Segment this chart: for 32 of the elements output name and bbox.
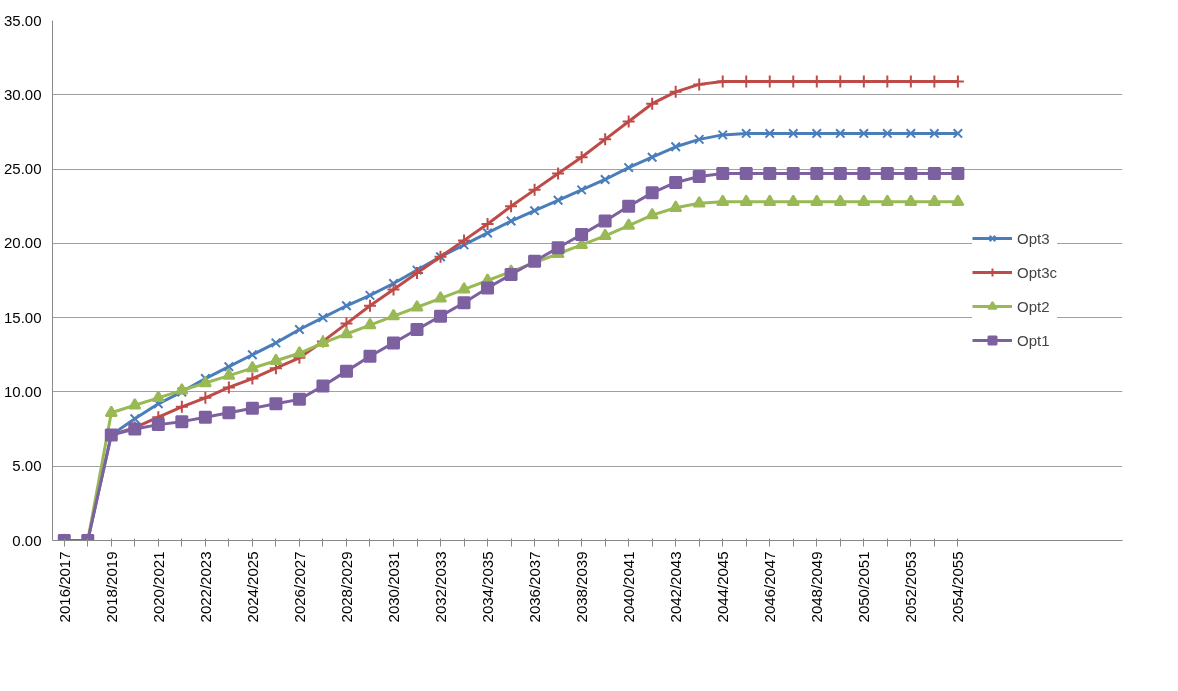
x-tick-label: 2042/2043: [667, 551, 685, 623]
x-tick-label: 2032/2033: [432, 551, 450, 623]
x-tick-label: 2030/2031: [384, 551, 402, 623]
x-tick-label: 2024/2025: [243, 551, 261, 623]
x-tick-label: 2028/2029: [337, 551, 355, 623]
x-tick-label: 2034/2035: [479, 551, 497, 623]
y-tick-label: 5.00: [12, 457, 42, 475]
x-tick-label: 2026/2027: [290, 551, 308, 623]
y-tick-label: 35.00: [3, 11, 42, 29]
x-tick-label: 2036/2037: [526, 551, 544, 623]
x-tick-label: 2052/2053: [902, 551, 920, 623]
x-tick-label: 2054/2055: [949, 551, 967, 623]
y-tick-label: 25.00: [3, 160, 42, 178]
x-tick-label: 2020/2021: [149, 551, 167, 623]
y-tick-label: 0.00: [12, 531, 42, 549]
x-tick-label: 2048/2049: [808, 551, 826, 623]
x-tick-label: 2038/2039: [573, 551, 591, 623]
legend-label: Opt3c: [1017, 263, 1058, 281]
x-tick-label: 2044/2045: [714, 551, 732, 623]
x-tick-label: 2040/2041: [620, 551, 638, 623]
x-tick-label: 2050/2051: [855, 551, 873, 623]
x-tick-label: 2046/2047: [761, 551, 779, 623]
y-tick-label: 30.00: [3, 85, 42, 103]
legend-label: Opt2: [1017, 297, 1050, 315]
y-tick-label: 10.00: [3, 382, 42, 400]
legend-label: Opt1: [1017, 331, 1050, 349]
x-tick-label: 2022/2023: [196, 551, 214, 623]
x-tick-label: 2018/2019: [102, 551, 120, 623]
y-tick-label: 15.00: [3, 308, 42, 326]
legend-label: Opt3: [1017, 229, 1050, 247]
x-tick-label: 2016/2017: [55, 551, 73, 623]
y-tick-label: 20.00: [3, 234, 42, 252]
